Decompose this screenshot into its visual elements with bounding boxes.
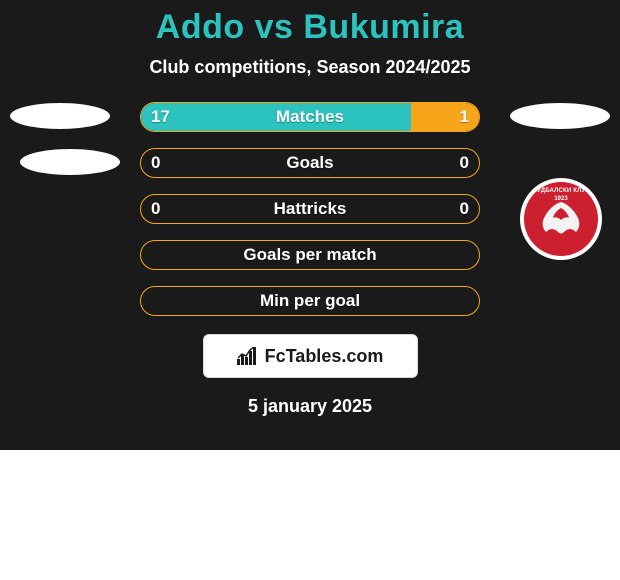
- comparison-card: Addo vs Bukumira Club competitions, Seas…: [0, 0, 620, 450]
- stat-label: Goals per match: [141, 241, 479, 269]
- stat-row: Goals per match: [0, 240, 620, 270]
- page-title: Addo vs Bukumira: [0, 8, 620, 47]
- player-emblem-left: [20, 149, 120, 175]
- stat-label: Matches: [141, 103, 479, 131]
- stat-label: Min per goal: [141, 287, 479, 315]
- stat-val-right: 1: [460, 103, 469, 131]
- stat-row: 17 Matches 1: [0, 102, 620, 132]
- stat-label: Hattricks: [141, 195, 479, 223]
- stat-val-right: 0: [460, 195, 469, 223]
- club-badge-inner: ФУДБАЛСКИ КЛУБ 1923: [524, 182, 598, 256]
- club-badge-top-text: ФУДБАЛСКИ КЛУБ: [524, 188, 598, 194]
- player-emblem-right: [510, 103, 610, 129]
- club-badge: ФУДБАЛСКИ КЛУБ 1923: [520, 178, 602, 260]
- eagle-icon: [534, 198, 588, 242]
- brand-box[interactable]: FcTables.com: [203, 334, 418, 378]
- subtitle: Club competitions, Season 2024/2025: [0, 57, 620, 78]
- brand-text: FcTables.com: [265, 346, 384, 367]
- stat-pill: 17 Matches 1: [140, 102, 480, 132]
- stat-pill: 0 Hattricks 0: [140, 194, 480, 224]
- stat-label: Goals: [141, 149, 479, 177]
- stat-row: Min per goal: [0, 286, 620, 316]
- player-emblem-left: [10, 103, 110, 129]
- stat-pill: 0 Goals 0: [140, 148, 480, 178]
- stat-pill: Min per goal: [140, 286, 480, 316]
- stat-pill: Goals per match: [140, 240, 480, 270]
- stat-val-right: 0: [460, 149, 469, 177]
- stat-row: 0 Goals 0: [0, 148, 620, 178]
- bars-icon: [237, 347, 259, 365]
- date-text: 5 january 2025: [0, 396, 620, 417]
